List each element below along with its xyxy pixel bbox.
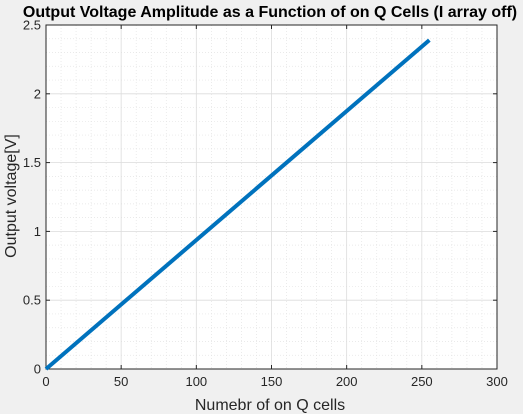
y-tick-label: 2.5: [23, 18, 41, 33]
y-tick-label: 1: [34, 224, 41, 239]
y-tick-label: 1.5: [23, 155, 41, 170]
plot-area: 0 50 100 150 200 250 300 0 0.5 1 1.5 2 2.5: [23, 18, 508, 390]
x-axis-label: Numebr of on Q cells: [195, 397, 345, 414]
chart-title: Output Voltage Amplitude as a Function o…: [23, 4, 517, 21]
x-tick-label: 300: [486, 374, 508, 389]
x-tick-label: 250: [411, 374, 433, 389]
x-tick-label: 100: [185, 374, 207, 389]
x-tick-label: 150: [261, 374, 283, 389]
y-tick-label: 0.5: [23, 293, 41, 308]
x-tick-label: 0: [42, 374, 49, 389]
y-axis-label: Output voltage[V]: [3, 134, 20, 258]
y-tick-label: 0: [34, 362, 41, 377]
y-tick-label: 2: [34, 86, 41, 101]
x-tick-label: 200: [336, 374, 358, 389]
x-tick-label: 50: [114, 374, 128, 389]
series-line: [44, 38, 431, 371]
